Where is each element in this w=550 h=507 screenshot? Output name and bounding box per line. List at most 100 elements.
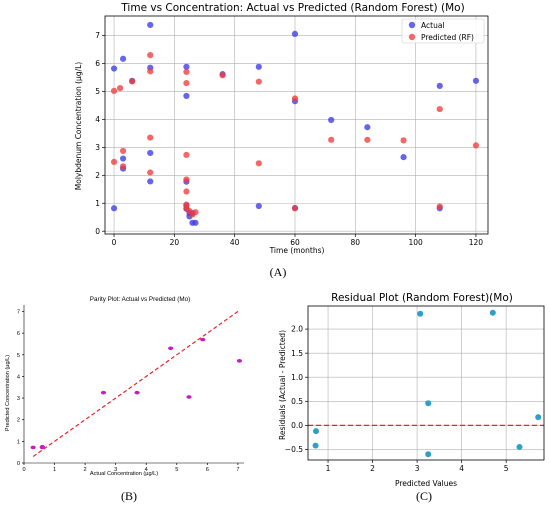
predicted-point [291, 205, 299, 212]
legend-actual-marker [408, 21, 416, 29]
predicted-point [183, 176, 190, 183]
y-tick-label: 6 [17, 331, 20, 337]
actual-point [472, 77, 480, 84]
parity-point [168, 346, 174, 351]
x-tick-label: 3 [114, 467, 117, 473]
residual-point [417, 310, 424, 317]
x-tick-label: 120 [469, 238, 484, 247]
x-tick-label: 2 [84, 467, 87, 473]
predicted-point [129, 78, 136, 85]
y-tick-label: 5 [95, 87, 100, 96]
predicted-point [147, 169, 154, 176]
panel-label-a: (A) [270, 265, 287, 279]
y-tick-label: 3 [17, 396, 20, 402]
y-tick-label: 1 [95, 199, 100, 208]
x-tick-label: 0 [112, 238, 117, 247]
data-points [30, 309, 243, 457]
chart-title: Time vs Concentration: Actual vs Predict… [120, 2, 464, 14]
x-tick-label: 6 [206, 467, 209, 473]
x-tick-label: 4 [459, 464, 464, 473]
actual-point [291, 30, 299, 37]
predicted-point [255, 78, 262, 85]
actual-point [183, 92, 190, 100]
y-tick-label: 7 [95, 31, 100, 40]
y-tick-label: 0.0 [291, 421, 303, 430]
x-tick-label: 20 [170, 238, 180, 247]
predicted-point [183, 188, 190, 195]
actual-point [147, 178, 154, 185]
plot-frame [307, 305, 545, 461]
y-tick-label: 1.5 [291, 349, 303, 358]
x-tick-label: 5 [504, 464, 509, 473]
x-tick-label: 1 [53, 467, 56, 473]
actual-point [400, 154, 407, 161]
residual-point [535, 414, 542, 421]
actual-point [119, 155, 127, 162]
predicted-point [436, 105, 443, 113]
x-tick-label: 2 [370, 464, 375, 473]
x-tick-label: 7 [236, 467, 239, 473]
predicted-point [119, 163, 127, 170]
actual-point [147, 21, 154, 29]
residual-point [489, 309, 496, 316]
legend: Actual Predicted (RF) [401, 18, 485, 44]
actual-point [364, 124, 371, 131]
residual-point [312, 442, 319, 449]
y-tick-label: 4 [17, 374, 20, 380]
x-tick-label: 1 [326, 464, 331, 473]
x-tick-label: 5 [175, 467, 178, 473]
grid-lines [105, 16, 488, 234]
predicted-point [472, 142, 480, 149]
actual-point [436, 82, 443, 89]
predicted-point [147, 68, 154, 75]
plot-frame [23, 305, 244, 464]
y-tick-label: 7 [17, 309, 20, 315]
plot-frame [104, 15, 489, 235]
predicted-point [291, 95, 299, 102]
predicted-point [116, 85, 124, 92]
grid-lines [308, 306, 544, 460]
y-tick-label: 6 [95, 59, 100, 68]
parity-point [39, 445, 45, 450]
y-axis-label: Predicted Concentration (µg/L) [5, 355, 11, 431]
parity-point [200, 337, 206, 342]
y-tick-label: 2 [95, 171, 100, 180]
legend-box [401, 18, 485, 44]
x-tick-label: 100 [408, 238, 423, 247]
axis-ticks: 0 20 40 60 80 100 120 0 1 2 3 4 5 6 7 [95, 31, 483, 247]
parity-reference-line [32, 309, 240, 457]
y-tick-label: 2.0 [291, 325, 303, 334]
residual-point [516, 444, 523, 451]
predicted-point [183, 79, 190, 87]
chart-title: Residual Plot (Random Forest)(Mo) [331, 292, 513, 304]
y-tick-label: 1 [17, 439, 20, 445]
y-tick-label: 3 [95, 143, 100, 152]
y-tick-label: 5 [17, 353, 20, 359]
data-points [110, 21, 480, 226]
axis-ticks: 1 2 3 4 5 −0.5 0.0 0.5 1.0 1.5 2.0 [285, 325, 509, 473]
parity-plot-chart: Parity Plot: Actual vs Predicted (Mo) 0 1… [5, 296, 244, 477]
parity-point [236, 359, 243, 363]
actual-point [255, 202, 262, 210]
chart-title: Parity Plot: Actual vs Predicted (Mo) [90, 296, 190, 303]
actual-point [328, 116, 335, 124]
predicted-point [110, 87, 118, 95]
y-tick-label: −0.5 [285, 445, 303, 454]
y-tick-label: 0.5 [291, 397, 303, 406]
predicted-point [364, 136, 371, 143]
residual-point [425, 451, 432, 458]
panel-label-b: (B) [121, 489, 137, 503]
predicted-point [110, 158, 118, 165]
predicted-point [147, 52, 154, 59]
predicted-point [436, 203, 443, 210]
actual-point [147, 149, 154, 157]
panel-label-c: (C) [416, 489, 432, 503]
y-axis-label: Residuals (Actual - Predicted) [278, 330, 287, 440]
predicted-point [192, 209, 199, 216]
data-points [308, 309, 544, 458]
x-tick-label: 40 [230, 238, 240, 247]
legend-predicted-label: Predicted (RF) [421, 33, 474, 42]
parity-point [30, 445, 36, 450]
y-tick-label: 4 [95, 115, 100, 124]
